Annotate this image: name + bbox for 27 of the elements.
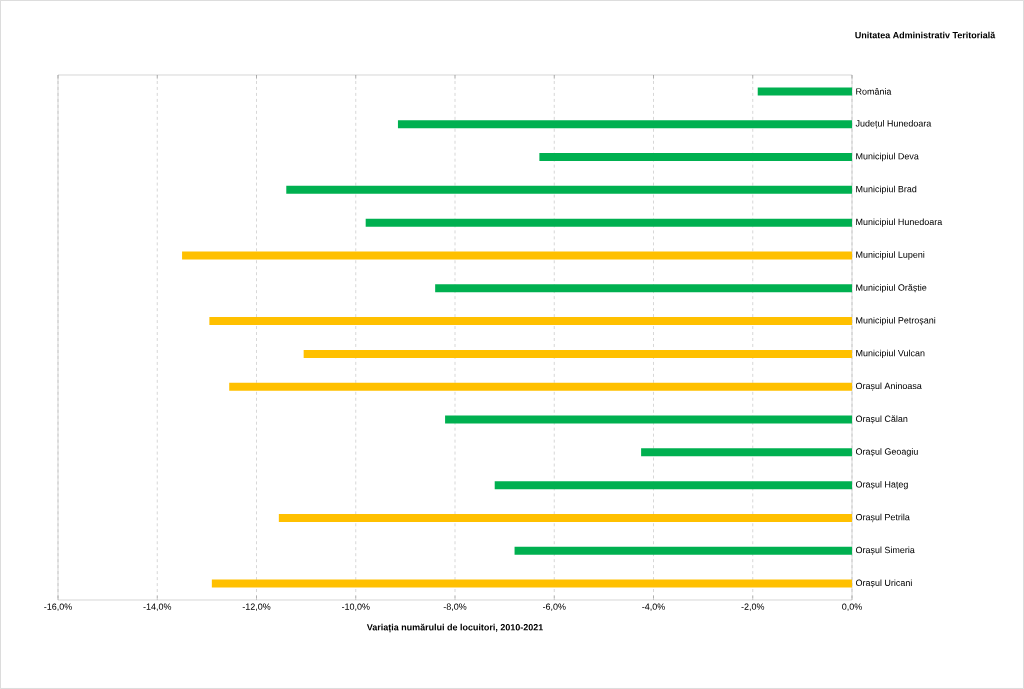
x-tick-label: -2,0% (741, 603, 765, 611)
x-tick-label: -10,0% (341, 603, 370, 611)
x-tick-label: -4,0% (642, 603, 665, 611)
y-tick-label: Municipiul Deva (856, 152, 919, 162)
y-tick-label: Orașul Aninoasa (855, 382, 922, 391)
x-tick-label: 0,0% (842, 603, 862, 611)
y-axis-title: Unitatea Administrativ Teritorială (855, 31, 996, 39)
x-tick-label: -14,0% (143, 603, 172, 611)
y-tick-label: Municipiul Brad (856, 185, 917, 195)
x-tick-label: -16,0% (44, 603, 72, 611)
y-tick-label: Orașul Geoagiu (855, 448, 918, 457)
y-tick-label: Municipiul Petroșani (856, 316, 936, 326)
y-tick-label: Municipiul Orăștie (856, 284, 927, 293)
y-tick-label: Orașul Petrila (855, 513, 910, 523)
y-tick-label: Orașul Hațeg (855, 480, 908, 490)
y-tick-label: România (856, 88, 892, 95)
x-tick-label: -6,0% (542, 603, 566, 611)
x-axis-title: Variația numărului de locuitori, 2010-2021 (366, 623, 543, 633)
y-tick-label: Municipiul Hunedoara (856, 218, 943, 227)
x-tick-label: -12,0% (242, 603, 271, 611)
y-tick-label: Orașul Simeria (855, 546, 915, 555)
y-tick-label: Municipiul Lupeni (856, 251, 925, 260)
y-tick-label: Orașul Călan (855, 415, 908, 424)
y-tick-label: Orașul Uricani (855, 579, 912, 588)
y-tick-label: Județul Hunedoara (855, 120, 932, 129)
x-tick-label: -8,0% (443, 603, 467, 611)
y-tick-label: Municipiul Vulcan (856, 349, 925, 359)
